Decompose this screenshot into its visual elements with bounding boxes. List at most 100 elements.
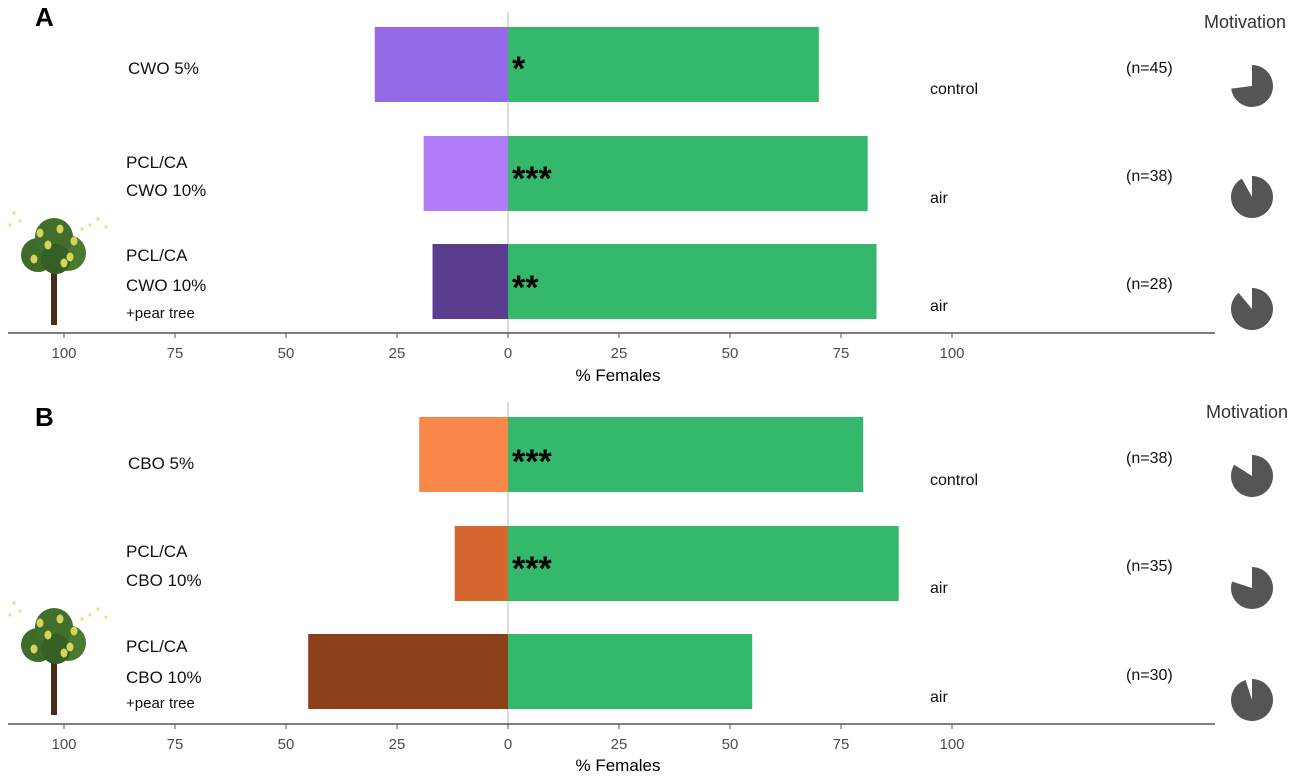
motivation-pie <box>1231 455 1274 498</box>
odor-dot <box>88 613 92 617</box>
significance-stars: * <box>512 50 526 88</box>
treatment-bar <box>308 634 508 709</box>
odor-dot <box>80 227 84 231</box>
bar-row: PCL/CA CWO 10% *** air (n=38) <box>126 136 1274 219</box>
treatment-label: PCL/CA <box>126 153 188 172</box>
motivation-pie <box>1231 679 1274 721</box>
treatment-bar <box>454 526 508 601</box>
x-tick-label: 50 <box>722 736 739 753</box>
x-tick-label: 100 <box>51 345 76 362</box>
treatment-label: PCL/CA <box>126 246 188 265</box>
treatment-label-line2: CBO 10% <box>126 668 202 687</box>
alternative-label: control <box>930 81 978 98</box>
treatment-label: PCL/CA <box>126 637 188 656</box>
sample-size-label: (n=38) <box>1126 450 1173 467</box>
odor-dot <box>18 609 22 613</box>
sample-size-label: (n=38) <box>1126 168 1173 185</box>
odor-dot <box>96 607 100 611</box>
tree-trunk <box>51 655 57 715</box>
alternative-label: control <box>930 472 978 489</box>
x-tick-label: 0 <box>504 345 512 362</box>
treatment-label-line2: CWO 10% <box>126 181 206 200</box>
treatment-label-line2: CBO 10% <box>126 571 202 590</box>
x-tick-label: 50 <box>722 345 739 362</box>
alternative-label: air <box>930 190 948 207</box>
treatment-bar <box>419 417 508 492</box>
tree-pear <box>36 228 44 238</box>
motivation-title: Motivation <box>1206 402 1288 422</box>
motivation-pie <box>1231 176 1274 219</box>
significance-stars: *** <box>512 443 552 481</box>
panel-a: A Motivation CWO 5% * control (n=45) PCL/CA CWO… <box>8 2 1286 385</box>
treatment-label: CWO 5% <box>128 59 199 78</box>
tree-pear <box>36 618 44 628</box>
tree-pear <box>60 258 68 268</box>
alternative-bar <box>508 417 864 492</box>
motivation-pie <box>1230 288 1273 330</box>
treatment-label: CBO 5% <box>128 454 194 473</box>
x-tick-label: 25 <box>389 736 406 753</box>
tree-pear <box>56 614 64 624</box>
odor-dot <box>104 615 108 619</box>
odor-dot <box>12 601 16 605</box>
x-tick-label: 100 <box>939 736 964 753</box>
odor-dot <box>88 223 92 227</box>
panel-letter: A <box>35 2 54 32</box>
x-tick-label: 25 <box>611 345 628 362</box>
x-tick-label: 75 <box>167 736 184 753</box>
tree-pear <box>66 642 74 652</box>
panel-letter: B <box>35 402 54 432</box>
x-tick-label: 25 <box>611 736 628 753</box>
alternative-label: air <box>930 580 948 597</box>
pear-tree-icon <box>8 601 108 715</box>
x-tick-label: 100 <box>51 736 76 753</box>
panel-b: B Motivation CBO 5% *** control (n=38) PCL/CA C… <box>8 402 1288 775</box>
treatment-label-line2: CWO 10% <box>126 276 206 295</box>
treatment-bar <box>423 136 508 211</box>
significance-stars: *** <box>512 550 552 588</box>
x-tick-label: 0 <box>504 736 512 753</box>
significance-stars: ** <box>512 269 539 307</box>
x-tick-label: 75 <box>833 345 850 362</box>
odor-dot <box>96 217 100 221</box>
alternative-bar <box>508 27 819 102</box>
tree-pear <box>30 644 38 654</box>
alternative-bar <box>508 634 753 709</box>
motivation-pie <box>1231 567 1274 610</box>
alternative-label: air <box>930 298 948 315</box>
motivation-pie <box>1231 65 1274 107</box>
motivation-title: Motivation <box>1204 12 1286 32</box>
treatment-bar <box>432 244 508 319</box>
treatment-bar <box>374 27 508 102</box>
x-tick-label: 75 <box>167 345 184 362</box>
alternative-bar <box>508 136 868 211</box>
alternative-bar <box>508 244 877 319</box>
bar-row: CWO 5% * control (n=45) <box>128 27 1274 107</box>
bar-row: PCL/CA CBO 10% *** air (n=35) <box>126 526 1274 610</box>
significance-stars: *** <box>512 160 552 198</box>
tree-pear <box>44 630 52 640</box>
tree-pear <box>70 626 78 636</box>
tree-foliage <box>41 634 71 664</box>
tree-pear <box>60 648 68 658</box>
x-tick-label: 25 <box>389 345 406 362</box>
sample-size-label: (n=30) <box>1126 667 1173 684</box>
tree-pear <box>44 240 52 250</box>
odor-dot <box>12 211 16 215</box>
x-tick-label: 100 <box>939 345 964 362</box>
x-axis-title: % Females <box>575 756 660 775</box>
tree-foliage <box>41 244 71 274</box>
treatment-label-line3: +pear tree <box>126 305 195 322</box>
treatment-label: PCL/CA <box>126 542 188 561</box>
x-tick-label: 50 <box>278 736 295 753</box>
tree-pear <box>70 236 78 246</box>
odor-dot <box>8 613 12 617</box>
odor-dot <box>18 219 22 223</box>
x-tick-label: 75 <box>833 736 850 753</box>
pear-tree-icon <box>8 211 108 325</box>
bar-row: PCL/CA CWO 10% +pear tree ** air (n=28) <box>8 211 1273 330</box>
alternative-bar <box>508 526 899 601</box>
sample-size-label: (n=28) <box>1126 276 1173 293</box>
